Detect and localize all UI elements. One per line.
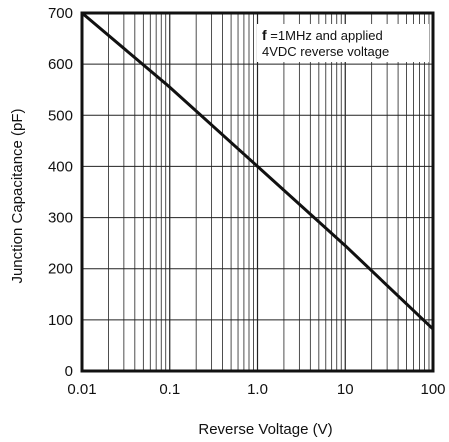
y-tick-label: 400 (48, 158, 73, 175)
y-tick-label: 600 (48, 56, 73, 73)
x-tick-labels: 0.01 0.1 1.0 10 100 (67, 381, 445, 398)
chart-grid (82, 13, 433, 371)
annotation-line-2: 4VDC reverse voltage (262, 44, 389, 59)
annotation-symbol: f (262, 27, 267, 43)
x-tick-label: 10 (337, 381, 354, 398)
annotation-background (257, 24, 429, 62)
plot-frame (80, 11, 435, 373)
y-tick-label: 200 (48, 261, 73, 278)
x-axis-title: Reverse Voltage (V) (198, 421, 332, 438)
y-tick-label: 500 (48, 107, 73, 124)
annotation-line-1: f =1MHz and applied (262, 27, 383, 43)
x-tick-label: 1.0 (247, 381, 268, 398)
y-tick-label: 100 (48, 312, 73, 329)
annotation-line-1-text: =1MHz and applied (270, 28, 382, 43)
y-tick-label: 300 (48, 210, 73, 227)
y-tick-label: 0 (65, 363, 73, 380)
y-tick-label: 700 (48, 5, 73, 22)
x-tick-label: 0.01 (67, 381, 96, 398)
series-line (81, 11, 435, 331)
chart-series (81, 11, 435, 331)
x-tick-label: 0.1 (159, 381, 180, 398)
y-axis-title: Junction Capacitance (pF) (9, 108, 26, 283)
annotation-box: f =1MHz and applied 4VDC reverse voltage (257, 24, 429, 62)
y-tick-labels: 0 100 200 300 400 500 600 700 (48, 5, 73, 380)
x-tick-label: 100 (420, 381, 445, 398)
